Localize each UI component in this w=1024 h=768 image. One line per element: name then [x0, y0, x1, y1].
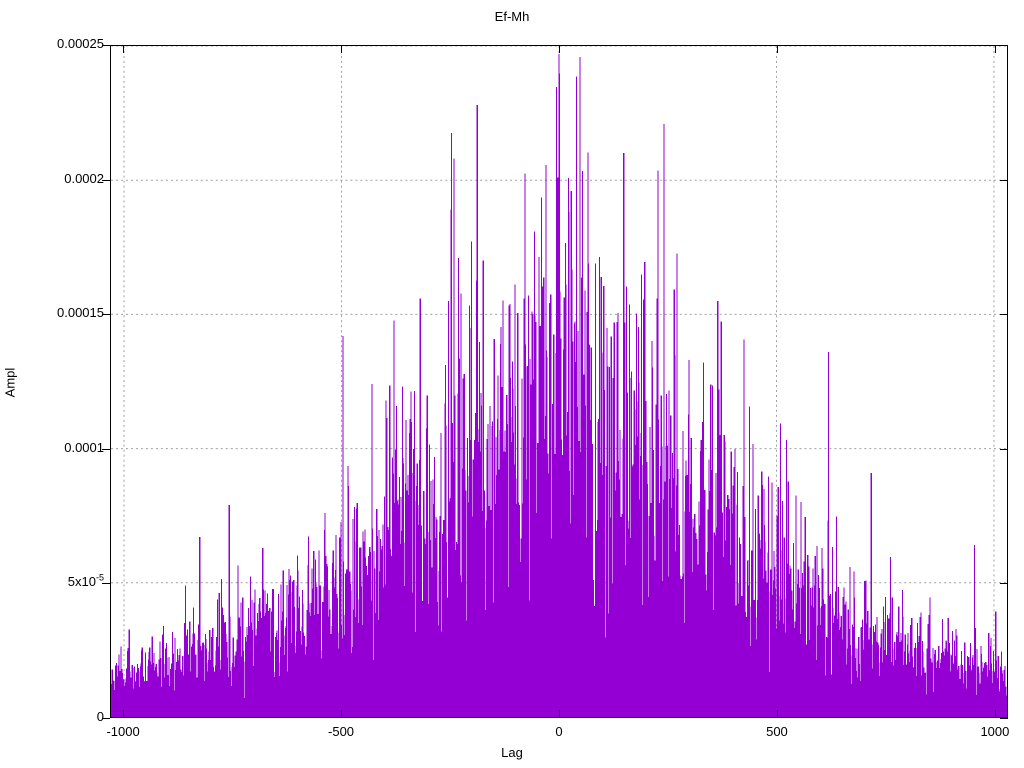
y-tick-label: 0.0001 — [64, 439, 104, 455]
y-tick-mark — [1000, 583, 1008, 585]
x-tick-mark — [559, 45, 560, 53]
plot-area — [110, 45, 1008, 718]
y-axis-tick-labels: 0 5x10-5 0.0001 0.00015 0.0002 0.00025 — [0, 0, 104, 768]
x-tick-label: 500 — [766, 724, 788, 739]
x-tick-mark — [776, 45, 778, 53]
y-tick-label: 5x10-5 — [67, 573, 104, 590]
x-tick-mark — [776, 710, 778, 718]
y-tick-mark — [102, 45, 110, 46]
x-tick-mark — [123, 45, 125, 53]
x-axis-label: Lag — [501, 745, 523, 760]
chart-title: Ef-Mh — [494, 9, 530, 24]
y-tick-mark — [102, 718, 110, 719]
y-tick-label: 0 — [96, 709, 104, 724]
y-tick-label: 0.0002 — [64, 170, 104, 186]
y-tick-mark — [102, 448, 110, 450]
y-tick-mark — [102, 583, 110, 585]
y-tick-mark — [1000, 179, 1008, 181]
x-tick-mark — [341, 45, 343, 53]
y-tick-mark — [1000, 45, 1008, 46]
data-series-ampl — [111, 54, 1007, 717]
y-tick-label: 0.00015 — [57, 305, 104, 321]
x-tick-label: -500 — [328, 724, 355, 739]
y-tick-mark — [1000, 448, 1008, 450]
y-tick-mark — [1000, 718, 1008, 719]
y-tick-mark — [1000, 314, 1008, 316]
x-tick-label: 1000 — [980, 724, 1010, 739]
x-tick-mark — [559, 710, 560, 718]
x-tick-mark — [994, 45, 996, 53]
y-tick-mark — [102, 314, 110, 316]
y-tick-label: 0.00025 — [57, 36, 104, 51]
x-tick-mark — [123, 710, 125, 718]
x-tick-label: -1000 — [106, 724, 140, 739]
y-axis-label: Ampl — [2, 367, 18, 398]
x-tick-mark — [994, 710, 996, 718]
x-tick-label: 0 — [555, 724, 563, 739]
y-tick-mark — [102, 179, 110, 181]
x-tick-mark — [341, 710, 343, 718]
